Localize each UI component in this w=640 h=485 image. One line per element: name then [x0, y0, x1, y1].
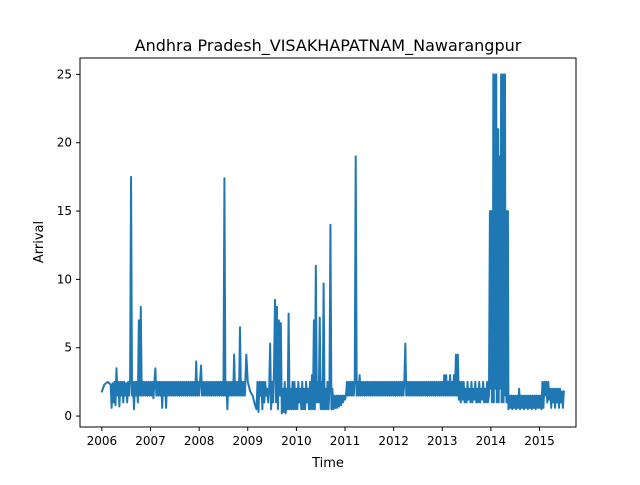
x-tick-label: 2013 [427, 434, 458, 448]
x-tick-label: 2008 [184, 434, 215, 448]
chart-title: Andhra Pradesh_VISAKHAPATNAM_Nawarangpur [135, 36, 522, 56]
y-tick-label: 20 [57, 136, 72, 150]
x-tick-label: 2012 [378, 434, 409, 448]
y-tick-label: 25 [57, 67, 72, 81]
x-tick-label: 2011 [330, 434, 361, 448]
x-axis-label: Time [311, 456, 344, 471]
x-tick-label: 2010 [281, 434, 312, 448]
y-axis: 0 5 10 15 20 25 [57, 67, 80, 423]
y-axis-label: Arrival [32, 221, 47, 263]
plot-frame [79, 57, 577, 428]
x-tick-label: 2014 [476, 434, 507, 448]
x-tick-label: 2007 [135, 434, 166, 448]
x-tick-label: 2015 [524, 434, 555, 448]
y-tick-label: 10 [57, 272, 72, 286]
y-tick-label: 15 [57, 204, 72, 218]
x-tick-label: 2009 [232, 434, 263, 448]
y-tick-label: 0 [64, 409, 72, 423]
series-line [100, 73, 565, 415]
x-tick-label: 2006 [87, 434, 118, 448]
y-tick-label: 5 [64, 341, 72, 355]
x-axis: 2006 2007 2008 2009 2010 2011 2012 2013 2014 2015 [87, 427, 555, 448]
